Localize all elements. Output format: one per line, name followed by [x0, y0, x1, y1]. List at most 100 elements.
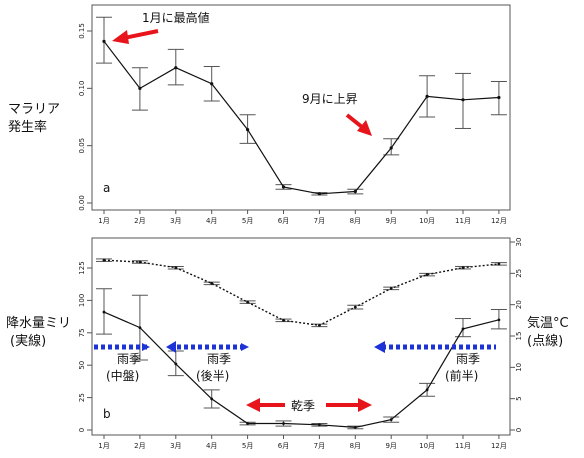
panel-a-xtick-label: 5月 — [242, 217, 253, 225]
temperature-point — [174, 266, 178, 270]
panel-a-xtick-label: 6月 — [278, 217, 289, 225]
panel-a-xtick-label: 2月 — [134, 217, 145, 225]
panel-a-xtick-label: 11月 — [455, 217, 471, 225]
season-dry: 乾季 — [291, 399, 315, 413]
temperature-point — [353, 305, 357, 309]
panel-a-point — [138, 86, 142, 90]
panel-a-point — [281, 185, 286, 189]
panel-b-xtick-label: 7月 — [314, 442, 325, 450]
panel-b-xtick-label: 11月 — [455, 442, 471, 450]
rainfall-point — [318, 423, 321, 427]
panel-a-ylabel-line2: 発生率 — [8, 119, 47, 135]
season-late-rainy-line2: (後半) — [196, 369, 229, 383]
red-arrow-sep — [345, 113, 372, 136]
panel-a-point — [210, 82, 214, 86]
panel-a: 0.00 0.05 0.10 0.15 1月 2月 3月 4月 5月 6月 7月 8月 9月 10月 11… — [8, 4, 511, 225]
panel-a-series — [102, 39, 501, 196]
panel-b-left-tick-label: 100 — [78, 294, 86, 307]
panel-a-point — [102, 39, 106, 43]
panel-a-point — [174, 66, 178, 70]
panel-b-left-axis: 0 25 50 75 100 125 — [78, 261, 92, 432]
panel-b-label: b — [103, 407, 111, 421]
annotation-jan-peak: 1月に最高値 — [142, 10, 210, 25]
season-late-rainy-line1: 雨季 — [207, 352, 231, 366]
panel-a-point — [389, 146, 393, 150]
rainfall-point — [461, 327, 465, 331]
red-arrow-jan — [112, 29, 159, 44]
panel-a-y-axis: 0.00 0.05 0.10 0.15 — [78, 23, 92, 211]
panel-b-xtick-label: 9月 — [385, 442, 396, 450]
panel-b-left-tick-label: 0 — [78, 428, 86, 432]
panel-a-x-axis: 1月 2月 3月 4月 5月 6月 7月 8月 9月 10月 11月 12月 — [98, 210, 507, 225]
temperature-point — [318, 323, 321, 327]
panel-a-xtick-label: 7月 — [314, 217, 325, 225]
rainfall-point — [389, 418, 393, 422]
panel-a-xtick-label: 1月 — [98, 217, 109, 225]
season-mid-rainy-line1: 雨季 — [117, 352, 141, 366]
panel-b-xtick-label: 5月 — [242, 442, 253, 450]
panel-b-left-tick-label: 75 — [78, 328, 86, 337]
rainfall-point — [174, 362, 178, 366]
panel-b-left-label-line2: (実線) — [10, 333, 46, 349]
panel-a-ytick-label: 0.15 — [78, 23, 86, 39]
panel-b-right-tick-label: 30 — [515, 238, 523, 247]
temperature-point — [138, 260, 142, 264]
temperature-point — [497, 262, 501, 266]
panel-a-xtick-label: 12月 — [491, 217, 507, 225]
panel-a-point — [317, 192, 321, 196]
rainfall-point — [246, 422, 250, 425]
panel-b-right-tick-label: 25 — [515, 269, 523, 278]
panel-a-ytick-label: 0.10 — [78, 81, 86, 97]
temperature-point — [210, 281, 214, 285]
panel-b-right-tick-label: 10 — [515, 363, 523, 372]
panel-b-left-tick-label: 50 — [78, 361, 86, 370]
panel-a-xtick-label: 8月 — [350, 217, 361, 225]
rainfall-point — [425, 388, 429, 392]
panel-a-ytick-label: 0.05 — [78, 138, 86, 154]
panel-a-xtick-label: 9月 — [385, 217, 396, 225]
panel-b-right-tick-label: 20 — [515, 300, 523, 309]
rainfall-point — [497, 318, 501, 322]
rainfall-point — [102, 310, 106, 314]
panel-b-left-tick-label: 125 — [78, 261, 86, 274]
panel-a-xtick-label: 3月 — [170, 217, 181, 225]
panel-b-xtick-label: 4月 — [206, 442, 217, 450]
season-early-rainy-line2: (前半) — [445, 368, 478, 383]
panel-b-right-label-line1: 気温°C — [527, 315, 569, 331]
panel-a-xtick-label: 4月 — [206, 217, 217, 225]
panel-b: 0 25 50 75 100 125 0 5 10 15 20 25 30 1月 2月 3月 4月 5月 6月 7… — [6, 237, 569, 450]
panel-b-left-label-line1: 降水量ミリ — [6, 316, 71, 331]
panel-a-ylabel-line1: マラリア — [8, 102, 60, 117]
panel-b-right-axis: 0 5 10 15 20 25 30 — [510, 238, 523, 432]
panel-b-series — [102, 258, 501, 429]
annotation-sep-rise: 9月に上昇 — [302, 92, 358, 106]
rainfall-point — [210, 397, 214, 401]
temperature-point — [461, 266, 465, 270]
panel-a-point — [497, 95, 501, 100]
panel-b-xtick-label: 2月 — [134, 442, 145, 450]
panel-a-point — [425, 94, 429, 98]
panel-b-right-label-line2: (点線) — [527, 333, 563, 349]
panel-b-right-tick-label: 5 — [515, 396, 523, 400]
panel-b-right-tick-label: 15 — [515, 332, 523, 341]
panel-b-xtick-label: 3月 — [170, 442, 181, 450]
blue-arrow-early-rainy — [374, 341, 496, 353]
rainfall-point — [138, 326, 142, 330]
panel-a-point — [353, 189, 357, 194]
rainfall-point — [282, 422, 285, 425]
red-arrow-dry-season — [246, 398, 372, 412]
panel-a-error-bars — [96, 16, 507, 196]
temperature-point — [389, 286, 393, 290]
panel-b-xtick-label: 6月 — [278, 442, 289, 450]
panel-a-point — [461, 98, 465, 102]
panel-b-right-tick-label: 0 — [515, 428, 523, 432]
panel-a-point — [246, 128, 250, 132]
panel-a-ytick-label: 0.00 — [78, 195, 86, 211]
season-early-rainy-line1: 雨季 — [456, 352, 480, 366]
temperature-point — [102, 258, 106, 262]
season-mid-rainy-line2: (中盤) — [106, 368, 139, 383]
panel-b-left-tick-label: 25 — [78, 393, 86, 402]
blue-arrow-late-rainy — [166, 341, 249, 353]
panel-b-xtick-label: 1月 — [98, 442, 109, 450]
